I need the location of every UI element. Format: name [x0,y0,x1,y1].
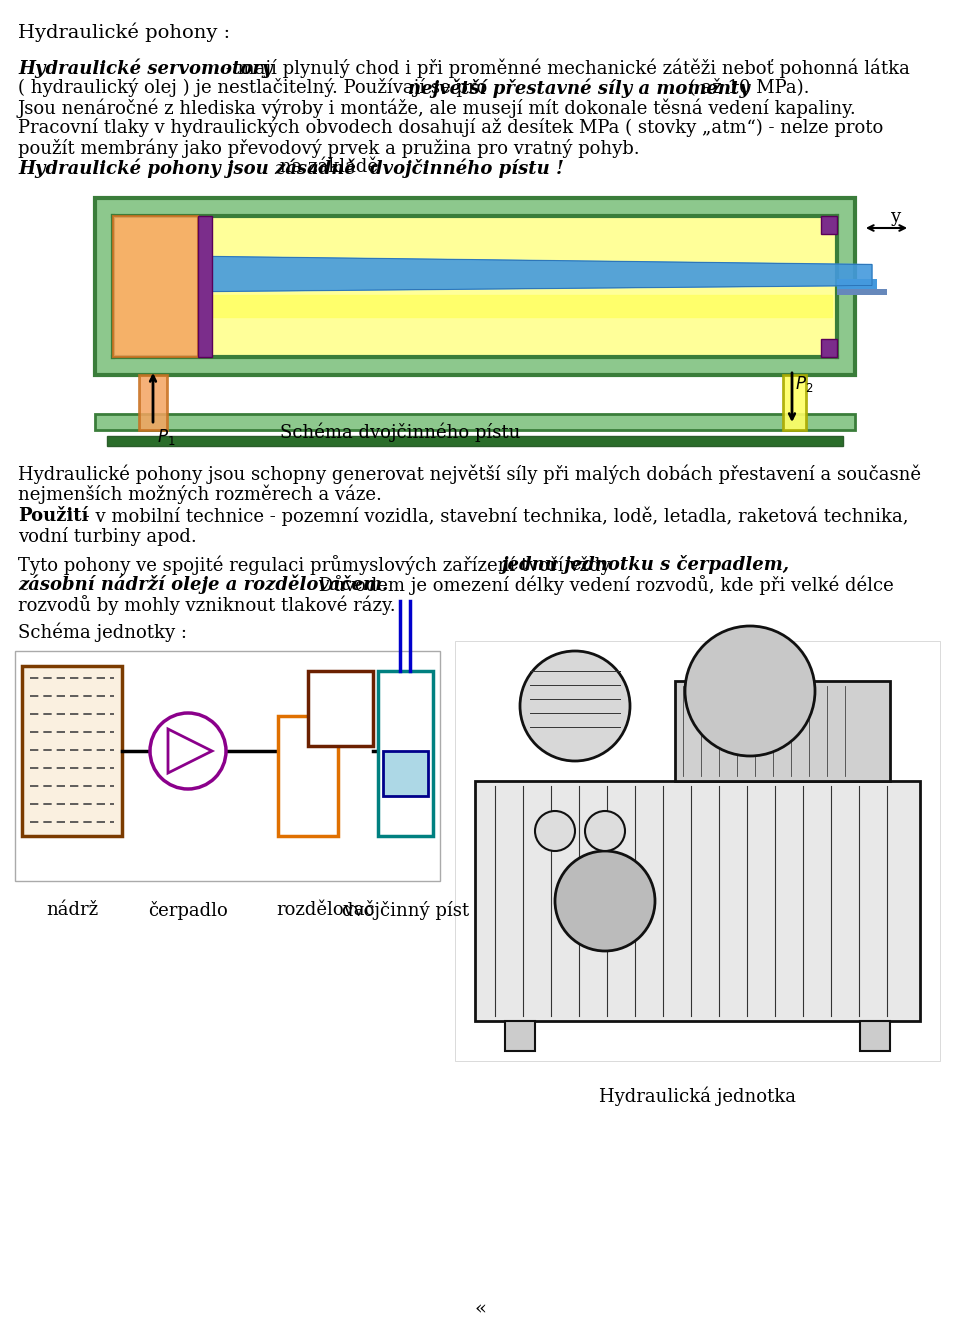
Polygon shape [212,295,832,316]
Polygon shape [212,257,872,291]
Text: $P_1$: $P_1$ [157,427,176,446]
Circle shape [555,851,655,951]
Bar [113,216,837,357]
Text: - mají plynulý chod i při proměnné mechanické zátěži neboť pohonná látka: - mají plynulý chod i při proměnné mecha… [220,58,910,78]
Text: čerpadlo: čerpadlo [148,901,228,921]
Text: Hydraulické servomotory: Hydraulické servomotory [18,58,273,78]
Bar [378,670,433,836]
Circle shape [150,712,226,789]
Text: rozdělovač: rozdělovač [276,901,374,919]
Text: vodní turbiny apod.: vodní turbiny apod. [18,527,197,547]
Text: Tyto pohony ve spojité regulaci průmyslových zařízení tvoří vždy: Tyto pohony ve spojité regulaci průmyslo… [18,554,616,576]
Text: $P_2$: $P_2$ [795,374,813,394]
Text: ( hydraulický olej ) je nestlačitelný. Používají se pro: ( hydraulický olej ) je nestlačitelný. P… [18,78,493,97]
Text: - v mobilní technice - pozemní vozidla, stavební technika, lodě, letadla, raketo: - v mobilní technice - pozemní vozidla, … [78,507,908,527]
Text: největší přestavné síly a momenty: největší přestavné síly a momenty [408,78,750,97]
Bar [475,781,920,1021]
Circle shape [520,651,630,761]
Polygon shape [168,730,212,773]
Text: nejmenších možných rozměrech a váze.: nejmenších možných rozměrech a váze. [18,485,382,504]
Text: dvojčinný píst: dvojčinný píst [342,901,469,921]
Bar [15,651,440,881]
Bar [860,1021,890,1051]
Circle shape [535,811,575,851]
Text: Důvodem je omezení délky vedení rozvodů, kde při velké délce: Důvodem je omezení délky vedení rozvodů,… [313,576,894,595]
Bar [783,375,806,429]
Text: na základě: na základě [274,158,384,176]
Bar [95,414,855,429]
Bar [278,716,338,836]
Bar [113,216,198,357]
Text: «: « [474,1300,486,1317]
Bar [198,216,212,357]
Bar [821,216,837,234]
Text: Použití: Použití [18,507,88,525]
Bar [139,375,167,429]
Text: Schéma jednotky :: Schéma jednotky : [18,623,187,643]
Bar [821,338,837,357]
Text: Jsou nenáročné z hlediska výroby i montáže, ale musejí mít dokonale těsná vedení: Jsou nenáročné z hlediska výroby i montá… [18,97,856,117]
Text: Hydraulické pohony jsou zásadně: Hydraulické pohony jsou zásadně [18,158,356,178]
Bar [22,666,122,836]
Bar [675,681,890,781]
Circle shape [685,626,815,756]
Text: nádrž: nádrž [46,901,98,919]
Text: jednu jednotku s čerpadlem,: jednu jednotku s čerpadlem, [502,554,790,574]
Bar [383,751,428,795]
Text: zásobní nádrží oleje a rozdělovačem.: zásobní nádrží oleje a rozdělovačem. [18,576,388,594]
Bar [107,436,843,446]
Text: Hydraulická jednotka: Hydraulická jednotka [599,1087,796,1105]
Text: dvojčinného pístu !: dvojčinného pístu ! [370,158,564,178]
Text: rozvodů by mohly vzniknout tlakové rázy.: rozvodů by mohly vzniknout tlakové rázy. [18,595,396,615]
Text: Hydraulické pohony :: Hydraulické pohony : [18,22,230,42]
Bar [455,641,940,1062]
Text: použít membrány jako převodový prvek a pružina pro vratný pohyb.: použít membrány jako převodový prvek a p… [18,138,639,158]
Text: y: y [890,208,900,227]
Bar [95,198,855,375]
Text: Pracovní tlaky v hydraulických obvodech dosahují až desítek MPa ( stovky „atm“) : Pracovní tlaky v hydraulických obvodech … [18,119,883,137]
Text: Hydraulické pohony jsou schopny generovat největší síly při malých dobách přesta: Hydraulické pohony jsou schopny generova… [18,465,921,485]
Text: Schéma dvojčinného pístu: Schéma dvojčinného pístu [280,421,520,441]
Bar [837,278,877,290]
Bar [308,670,373,745]
Text: ( až 10 MPa).: ( až 10 MPa). [683,78,809,96]
Bar [505,1021,535,1051]
Bar [837,288,887,295]
Circle shape [585,811,625,851]
